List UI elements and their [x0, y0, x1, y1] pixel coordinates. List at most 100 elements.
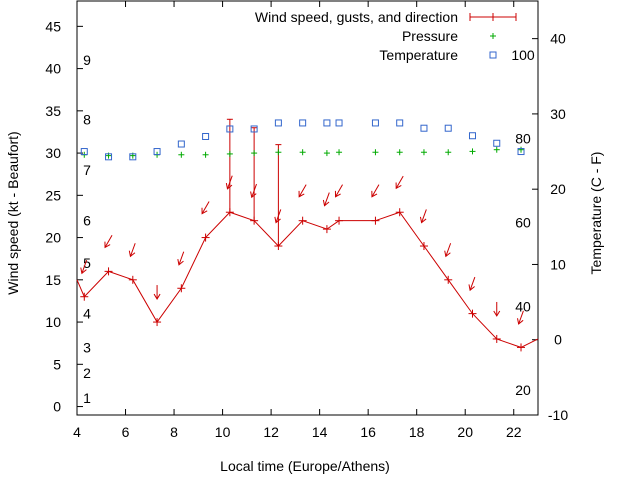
y-left-tick-label: 40	[45, 61, 61, 77]
wind-speed-point	[177, 284, 186, 293]
tick-labels: 4 6 8 10 12 14 16 18 20 22051015202530354045-1001…	[45, 18, 568, 440]
y-left-tick-label: 0	[53, 399, 61, 415]
wind-direction-arrow	[395, 175, 404, 189]
x-tick-label: 14	[312, 424, 328, 440]
wind-direction-arrow	[275, 209, 282, 223]
y-left-tick-label: 30	[45, 145, 61, 161]
wind-direction-arrow	[104, 235, 113, 248]
pressure-point	[336, 149, 343, 156]
wind-speed-point	[371, 216, 380, 225]
wind-direction-arrow	[335, 184, 343, 197]
pressure-point	[469, 148, 476, 155]
wind-direction-arrowhead	[225, 182, 233, 190]
y-left-tick-label: 45	[45, 18, 61, 34]
wind-direction-arrowhead	[419, 216, 427, 224]
pressure-point	[493, 146, 500, 153]
temperature-point	[444, 124, 452, 132]
x-tick-label: 16	[360, 424, 376, 440]
x-tick-label: 18	[409, 424, 425, 440]
fahrenheit-label: 60	[515, 214, 531, 230]
wind-direction-arrow	[298, 184, 307, 197]
y-right-tick-label: -10	[548, 407, 568, 423]
legend-temperature-marker	[489, 51, 497, 59]
pressure-point	[275, 149, 282, 156]
pressure-point	[396, 149, 403, 156]
fahrenheit-label: 20	[515, 382, 531, 398]
wind-speed-point	[201, 233, 210, 242]
wind-speed-point	[335, 216, 344, 225]
temperature-point	[299, 119, 307, 127]
x-tick-label: 6	[122, 424, 130, 440]
y-left-tick-label: 20	[45, 230, 61, 246]
x-tick-label: 10	[215, 424, 231, 440]
y-left-tick-label: 25	[45, 187, 61, 203]
wind-speed-point	[419, 242, 428, 251]
pressure-point	[372, 149, 379, 156]
temperature-point	[517, 148, 525, 156]
wind-direction-arrowhead	[250, 191, 257, 199]
wind-direction-arrow	[251, 183, 257, 198]
wind-direction-arrow	[469, 276, 476, 291]
wind-direction-arrow	[421, 209, 427, 223]
legend-label: Wind speed, gusts, and direction	[255, 9, 458, 25]
wind-direction-arrowhead	[274, 216, 281, 224]
wind-direction-arrow	[178, 251, 185, 266]
wind-direction-arrowhead	[128, 250, 136, 258]
pressure-point	[518, 146, 525, 153]
wind-direction-arrowhead	[80, 267, 87, 275]
pressure-point	[323, 150, 330, 157]
wind-direction-arrowhead	[322, 199, 330, 207]
pressure-point	[420, 149, 427, 156]
temperature-point	[105, 153, 113, 161]
pressure-point	[299, 149, 306, 156]
wind-speed-point	[80, 292, 89, 301]
legend-label: Pressure	[402, 28, 458, 44]
beaufort-label: 9	[83, 52, 91, 68]
pressure-point	[202, 151, 209, 158]
wind-direction-arrow	[445, 243, 452, 257]
wind-speed-point	[128, 275, 137, 284]
fahrenheit-label: 80	[515, 131, 531, 147]
legend: Wind speed, gusts, and direction Pressure…	[255, 9, 517, 63]
x-tick-label: 4	[73, 424, 81, 440]
y-left-tick-label: 15	[45, 272, 61, 288]
wind-speed-point	[444, 275, 453, 284]
temperature-point	[202, 132, 210, 140]
pressure-point	[445, 149, 452, 156]
legend-label: Temperature	[379, 47, 458, 63]
temperature-point	[250, 125, 258, 133]
wind-direction-arrowhead	[153, 293, 161, 301]
beaufort-label: 4	[83, 306, 91, 322]
temperature-point	[396, 119, 404, 127]
temperature-point	[129, 153, 137, 161]
wind-direction-arrow	[81, 259, 88, 274]
pressure-point	[251, 150, 258, 157]
y-left-tick-label: 5	[53, 356, 61, 372]
wind-speed-point	[322, 225, 331, 234]
y-right-tick-label: 30	[550, 106, 566, 122]
pressure-point	[226, 150, 233, 157]
wind-direction-arrow	[324, 192, 330, 206]
wind-direction-arrowhead	[517, 318, 524, 325]
series-layer	[76, 118, 539, 352]
temperature-point	[80, 148, 88, 156]
plot-frame	[76, 0, 539, 416]
wind-speed-point	[153, 318, 162, 327]
temperature-point	[420, 124, 428, 132]
wind-direction-arrow	[201, 201, 210, 214]
wind-direction-arrowhead	[298, 190, 305, 198]
wind-speed-point	[492, 334, 501, 343]
y-right-tick-label: 20	[550, 181, 566, 197]
wind-speed-point	[395, 208, 404, 217]
wind-direction-arrow	[129, 243, 136, 257]
temperature-point	[177, 140, 185, 148]
temperature-point	[274, 119, 282, 127]
wind-speed-point	[298, 216, 307, 225]
temperature-point	[323, 119, 331, 127]
wind-direction-arrow	[226, 175, 233, 189]
y-left-tick-label: 35	[45, 103, 61, 119]
temperature-point	[493, 139, 501, 147]
wind-speed-point	[468, 309, 477, 318]
temperature-point	[468, 132, 476, 140]
wind-direction-arrowhead	[444, 250, 451, 258]
